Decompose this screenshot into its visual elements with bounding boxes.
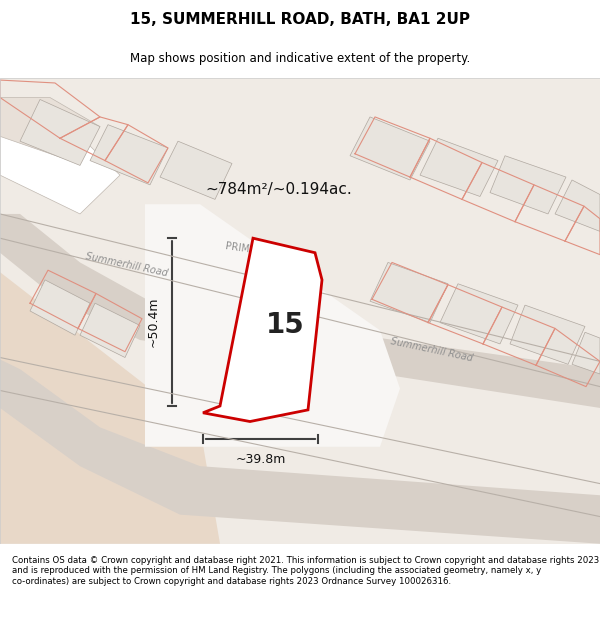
Polygon shape	[510, 305, 585, 364]
Polygon shape	[572, 332, 600, 374]
Text: ~50.4m: ~50.4m	[147, 297, 160, 348]
Polygon shape	[440, 284, 518, 344]
Text: Contains OS data © Crown copyright and database right 2021. This information is : Contains OS data © Crown copyright and d…	[12, 556, 599, 586]
Polygon shape	[0, 214, 600, 408]
Text: Map shows position and indicative extent of the property.: Map shows position and indicative extent…	[130, 52, 470, 65]
Polygon shape	[0, 359, 600, 544]
Polygon shape	[160, 141, 232, 199]
Text: Summerhill Road: Summerhill Road	[85, 251, 169, 278]
Polygon shape	[20, 99, 100, 166]
Polygon shape	[90, 125, 168, 185]
Polygon shape	[350, 117, 430, 180]
Polygon shape	[0, 98, 120, 214]
Polygon shape	[80, 303, 140, 358]
Text: ~39.8m: ~39.8m	[235, 452, 286, 466]
Polygon shape	[145, 204, 400, 447]
Text: PRIMROSE HILL: PRIMROSE HILL	[225, 241, 301, 261]
FancyBboxPatch shape	[0, 78, 600, 544]
Polygon shape	[30, 280, 90, 335]
Polygon shape	[370, 262, 448, 322]
Text: ~784m²/~0.194ac.: ~784m²/~0.194ac.	[205, 182, 352, 197]
Text: Summerhill Road: Summerhill Road	[390, 336, 474, 363]
Polygon shape	[203, 238, 322, 421]
Text: 15: 15	[266, 311, 304, 339]
Polygon shape	[420, 138, 498, 196]
Polygon shape	[0, 98, 100, 161]
Polygon shape	[0, 272, 220, 544]
Polygon shape	[490, 156, 566, 214]
Text: 15, SUMMERHILL ROAD, BATH, BA1 2UP: 15, SUMMERHILL ROAD, BATH, BA1 2UP	[130, 12, 470, 27]
Polygon shape	[555, 180, 600, 231]
